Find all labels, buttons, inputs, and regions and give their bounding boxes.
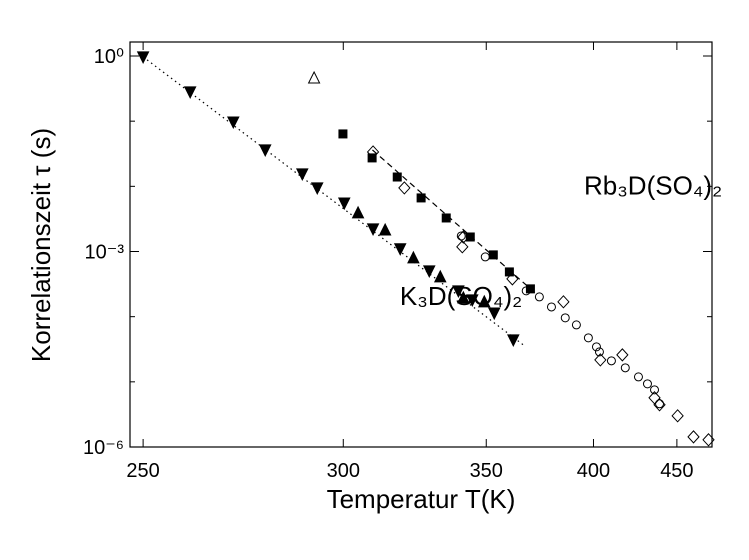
data-point	[407, 250, 420, 264]
fit-line	[372, 149, 538, 296]
data-point	[307, 70, 321, 84]
data-point	[606, 356, 616, 366]
data-point	[452, 285, 465, 298]
data-point	[488, 250, 498, 260]
data-point	[351, 205, 365, 219]
data-point	[594, 353, 607, 367]
data-point	[392, 172, 402, 182]
data-point	[393, 243, 407, 256]
data-point	[183, 86, 197, 100]
x-tick-label: 300	[327, 460, 360, 482]
data-point	[642, 379, 652, 389]
y-tick-label: 10⁻⁶	[83, 437, 124, 459]
x-tick-label: 450	[660, 460, 693, 482]
fit-line	[142, 56, 524, 346]
annotation: Rb₃D(SO₄)₂	[584, 170, 722, 200]
data-point	[295, 168, 309, 182]
data-point	[398, 181, 411, 195]
data-point	[457, 230, 470, 244]
data-point	[702, 433, 715, 447]
x-tick-label: 400	[577, 460, 610, 482]
data-point	[650, 385, 660, 395]
data-point	[655, 399, 665, 409]
y-tick-label: 10⁻³	[85, 242, 125, 264]
data-point	[487, 307, 501, 321]
data-point	[338, 129, 348, 139]
data-point	[687, 430, 700, 444]
data-point	[456, 240, 469, 254]
data-point	[583, 333, 593, 343]
x-tick-label: 250	[126, 460, 159, 482]
data-point	[560, 313, 570, 323]
data-point	[258, 144, 272, 158]
data-point	[366, 145, 380, 159]
data-point	[366, 223, 380, 237]
data-point	[457, 290, 470, 304]
data-point	[557, 295, 570, 309]
data-point	[337, 197, 351, 211]
data-point	[465, 294, 479, 307]
data-point	[456, 231, 466, 241]
data-point	[633, 372, 643, 382]
data-point	[310, 182, 324, 196]
data-point	[422, 265, 436, 279]
data-point	[367, 153, 377, 163]
data-point	[378, 222, 392, 236]
data-point	[546, 302, 556, 312]
data-point	[616, 348, 629, 362]
x-axis-label: Temperatur T(K)	[327, 484, 516, 514]
data-point	[480, 252, 490, 262]
data-point	[594, 347, 604, 357]
data-point	[671, 409, 684, 423]
data-point	[507, 334, 520, 347]
data-point	[433, 269, 447, 283]
data-point	[226, 116, 240, 130]
data-point	[465, 232, 475, 242]
data-point	[416, 193, 426, 203]
y-tick-label: 10⁰	[94, 46, 124, 68]
data-point	[571, 320, 581, 330]
data-point	[620, 363, 630, 373]
data-point	[591, 342, 601, 352]
data-point	[477, 294, 491, 308]
data-point	[521, 286, 531, 296]
data-point	[534, 292, 544, 302]
x-tick-label: 350	[470, 460, 503, 482]
y-axis-label: Korrelationszeit τ (s)	[26, 128, 56, 362]
plot-frame	[129, 41, 713, 448]
